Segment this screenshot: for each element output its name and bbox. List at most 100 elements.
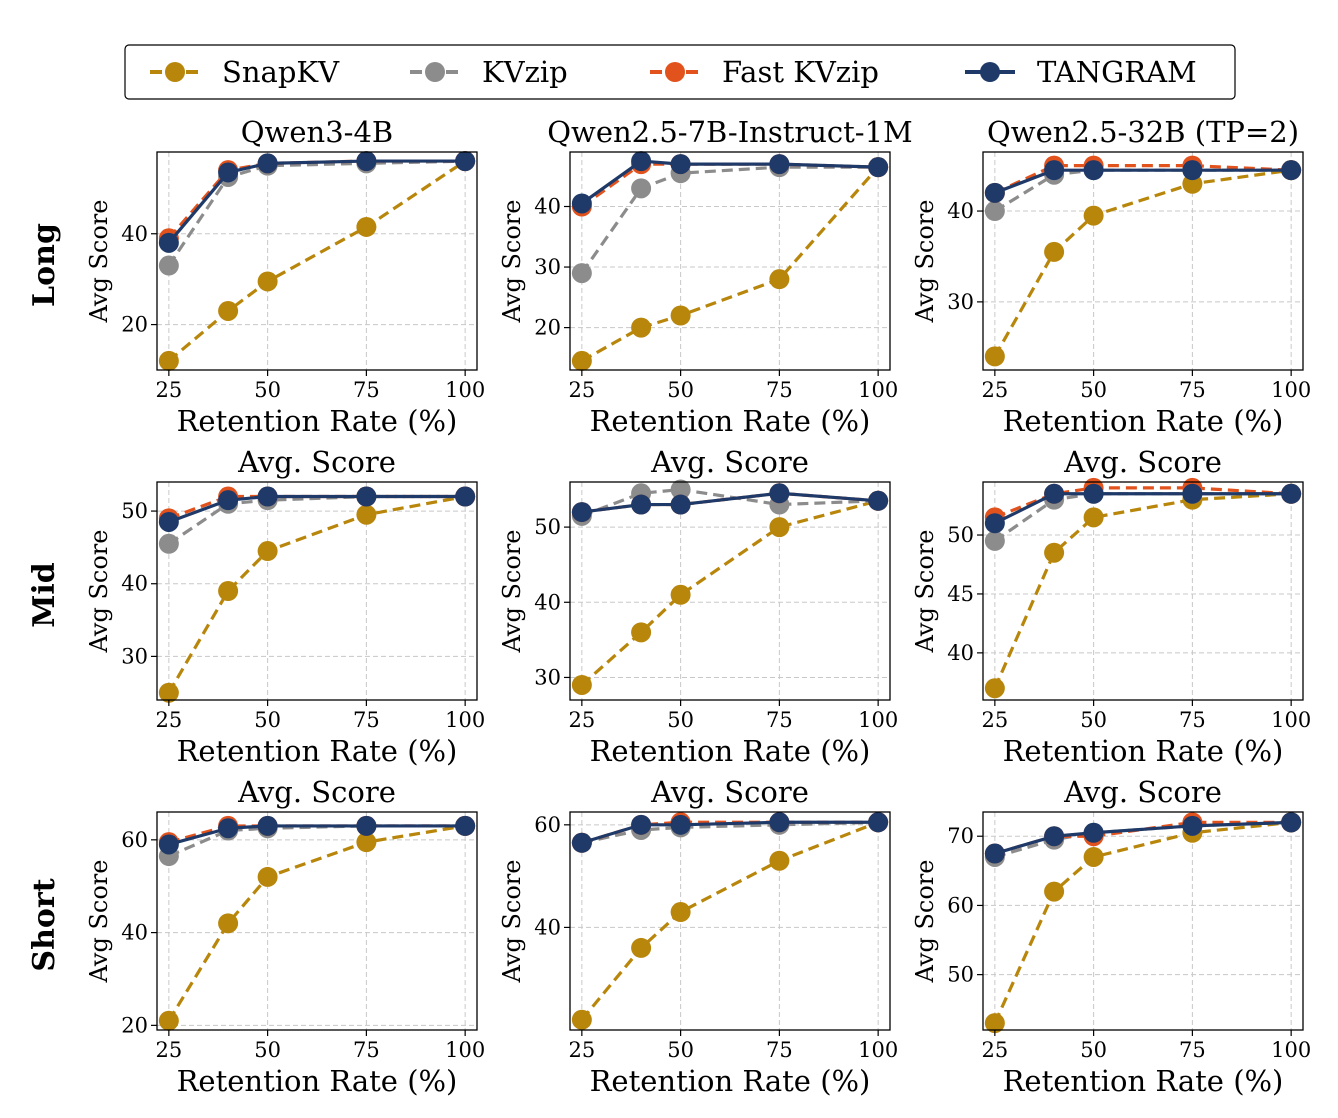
data-point-tangram (868, 812, 889, 833)
data-point-snapkv (670, 305, 691, 326)
plot-frame (982, 481, 1304, 701)
series-line-kvzip (168, 824, 466, 858)
data-point-tangram (356, 151, 377, 172)
x-tick-label: 75 (353, 378, 380, 402)
panel-long-2: 25 50 75 100 20 30 40 Qwen2.5-7B-Instruct-1M Ret… (498, 115, 913, 438)
x-tick-label: 75 (766, 708, 793, 732)
data-point-tangram (571, 193, 592, 214)
x-tick-label: 50 (254, 708, 281, 732)
data-point-snapkv (631, 622, 652, 643)
legend-marker (980, 62, 1000, 82)
data-point-tangram (868, 490, 889, 511)
panel-title: Avg. Score (237, 775, 396, 809)
data-point-tangram (455, 815, 476, 836)
x-tick-label: 25 (981, 1038, 1008, 1062)
panel-short-3: 25 50 75 100 50 60 70 Avg. Score Retention Rate … (911, 775, 1311, 1098)
legend-item-fast-kvzip: Fast KVzip (650, 55, 879, 89)
data-point-snapkv (670, 902, 691, 923)
x-axis-label: Retention Rate (%) (177, 734, 458, 768)
data-point-tangram (571, 832, 592, 853)
y-axis-label: Avg Score (911, 200, 939, 324)
data-point-snapkv (1044, 542, 1065, 563)
panel-title: Qwen2.5-7B-Instruct-1M (547, 115, 913, 149)
data-point-snapkv (769, 517, 790, 538)
panel-mid-2: 25 50 75 100 30 40 50 Avg. Score Retention Rate … (498, 445, 898, 768)
x-tick-label: 50 (1080, 708, 1107, 732)
y-tick-label: 20 (121, 313, 148, 337)
data-point-snapkv (158, 682, 179, 703)
y-tick-label: 40 (121, 921, 148, 945)
data-point-snapkv (984, 678, 1005, 699)
x-tick-label: 100 (858, 708, 898, 732)
x-tick-label: 50 (1080, 378, 1107, 402)
y-tick-label: 40 (121, 572, 148, 596)
x-tick-label: 25 (568, 378, 595, 402)
x-tick-label: 75 (766, 378, 793, 402)
series-line-snapkv (580, 499, 879, 687)
data-point-tangram (631, 151, 652, 172)
row-label-short: Short (27, 878, 62, 971)
x-axis-label: Retention Rate (%) (590, 1064, 871, 1098)
series-line-fast-kvzip (168, 824, 466, 844)
legend-label: SnapKV (222, 55, 340, 89)
data-point-tangram (356, 486, 377, 507)
series-line-snapkv (580, 820, 879, 1021)
data-point-tangram (670, 814, 691, 835)
legend: SnapKV KVzip Fast KVzip TANGRAM (124, 44, 1236, 100)
y-tick-label: 50 (121, 499, 148, 523)
data-point-tangram (868, 157, 889, 178)
panel-title: Avg. Score (650, 445, 809, 479)
data-point-tangram (631, 814, 652, 835)
x-tick-label: 75 (353, 1038, 380, 1062)
y-axis-label: Avg Score (85, 860, 113, 984)
x-tick-label: 75 (1179, 1038, 1206, 1062)
row-label-mid: Mid (27, 562, 62, 628)
y-tick-label: 40 (534, 195, 561, 219)
series-line-kvzip (167, 159, 466, 267)
panel-title: Avg. Score (650, 775, 809, 809)
data-point-kvzip (631, 178, 652, 199)
data-point-snapkv (218, 300, 239, 321)
x-tick-label: 50 (667, 708, 694, 732)
legend-label: Fast KVzip (722, 55, 879, 89)
data-point-snapkv (571, 350, 592, 371)
x-tick-label: 50 (1080, 1038, 1107, 1062)
legend-marker (425, 62, 445, 82)
y-tick-label: 20 (121, 1013, 148, 1037)
y-tick-label: 30 (947, 290, 974, 314)
series-line-snapkv (993, 820, 1292, 1024)
y-axis-label: Avg Score (85, 530, 113, 654)
data-point-tangram (984, 513, 1005, 534)
series-line-kvzip (581, 820, 879, 845)
data-point-snapkv (1044, 241, 1065, 262)
data-point-tangram (158, 511, 179, 532)
data-point-tangram (769, 483, 790, 504)
data-point-snapkv (571, 1009, 592, 1030)
x-tick-label: 100 (445, 378, 485, 402)
data-point-tangram (769, 154, 790, 175)
y-axis-label: Avg Score (911, 530, 939, 654)
legend-item-kvzip: KVzip (410, 55, 568, 89)
x-tick-label: 100 (445, 1038, 485, 1062)
data-point-tangram (218, 490, 239, 511)
x-tick-label: 100 (1271, 708, 1311, 732)
x-tick-label: 100 (1271, 1038, 1311, 1062)
series-line-kvzip (167, 494, 466, 546)
panel-long-3: 25 50 75 100 30 40 Qwen2.5-32B (TP=2) Retention… (911, 115, 1311, 438)
data-point-tangram (1281, 483, 1302, 504)
y-tick-label: 50 (947, 523, 974, 547)
series-line-snapkv (993, 492, 1292, 689)
y-tick-label: 60 (534, 813, 561, 837)
legend-marker (665, 62, 685, 82)
data-point-kvzip (158, 255, 179, 276)
x-tick-label: 75 (353, 708, 380, 732)
data-point-kvzip (984, 201, 1005, 222)
legend-label: TANGRAM (1037, 55, 1197, 89)
data-point-tangram (1182, 815, 1203, 836)
data-point-snapkv (356, 832, 377, 853)
x-tick-label: 25 (981, 378, 1008, 402)
data-point-tangram (455, 486, 476, 507)
data-point-tangram (218, 818, 239, 839)
data-point-tangram (257, 486, 278, 507)
